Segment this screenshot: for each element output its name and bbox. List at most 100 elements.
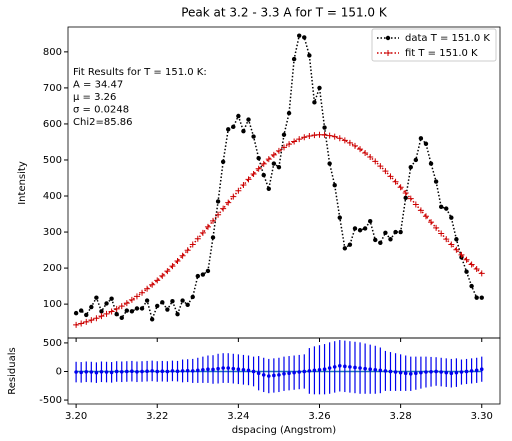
data-point [291,56,297,62]
data-point [302,35,307,40]
residual-point [373,367,378,372]
data-point [428,161,434,166]
fit-point [417,207,424,214]
fit-point [184,247,191,254]
residual-point [261,373,266,377]
residual-point [272,373,276,378]
residual-point [150,369,154,373]
data-point [170,299,175,304]
fit-point [204,223,211,230]
residual-point [322,367,327,372]
data-point [261,172,266,178]
residual-point [454,370,459,375]
data-point [418,136,424,141]
fit-point [275,147,282,154]
fit-point [260,160,267,167]
data-point [114,312,119,317]
data-point [73,310,79,316]
data-point [312,100,317,105]
fit-point [433,224,440,231]
residual-point [363,366,367,371]
fit-point [326,132,333,139]
fit-point [83,318,90,325]
fit-point [443,236,450,243]
fit-point [225,199,232,206]
data-point [144,298,150,303]
residual-point [226,366,231,370]
residual-point [444,370,449,375]
fit-point [194,235,201,242]
data-point [89,304,94,310]
residual-point [130,369,134,374]
residual-point [414,371,418,376]
fit-point [189,241,196,248]
residual-point [398,370,403,375]
residual-point [180,369,185,373]
legend-marker [385,50,391,56]
residual-point [343,364,347,369]
fit-point [296,136,303,143]
fit-point [210,217,217,224]
fit-point [73,321,80,328]
data-point [373,237,378,243]
residual-point [74,370,78,374]
fit-point [133,293,140,300]
legend-marker [385,35,391,41]
residual-point [479,367,484,372]
data-point [474,295,479,300]
data-point [231,124,236,130]
fit-point [382,168,389,175]
fit-point [270,151,277,158]
residual-point [109,370,114,375]
fit-point [159,272,166,279]
fit-point [321,131,328,138]
chart-title: Peak at 3.2 - 3.3 A for T = 151.0 K [181,6,388,20]
data-point [94,295,99,300]
residual-point [89,370,94,374]
fit-point [311,132,318,139]
residual-point [449,371,454,376]
data-point [362,226,368,231]
data-point [286,110,292,116]
data-point [124,308,130,313]
fit-point [250,171,257,178]
fit-point [351,142,358,149]
y-tick-label: 100 [43,299,62,310]
residual-point [434,369,438,374]
data-point [185,302,190,308]
data-point [205,268,211,274]
x-tick-label: 3.30 [471,411,493,422]
fit-point [164,268,171,275]
data-point [327,161,332,166]
residual-point [459,370,464,374]
y-tick-label: 500 [43,155,62,166]
residual-point [327,366,332,370]
data-point [149,317,155,322]
residual-point [469,369,474,373]
residual-point [190,369,195,373]
residual-point [99,369,104,374]
data-point [469,283,474,289]
data-point [180,298,185,303]
residual-point [337,363,342,368]
data-point [433,179,439,184]
data-point [388,237,393,242]
residual-point [419,370,423,375]
fit-point [154,277,161,284]
residual-point [114,369,119,374]
residual-point [125,369,129,374]
fit-point [407,195,414,202]
residual-point [302,369,307,374]
fit-point [336,135,343,142]
data-point [266,186,271,192]
fit-point [98,313,105,320]
data-point [367,219,373,224]
fit-point [144,285,151,292]
fit-point [438,230,445,237]
fit-point [255,165,262,172]
residual-point [185,368,190,373]
fit-point [93,315,100,322]
residual-point [358,366,362,370]
data-point [383,230,388,235]
